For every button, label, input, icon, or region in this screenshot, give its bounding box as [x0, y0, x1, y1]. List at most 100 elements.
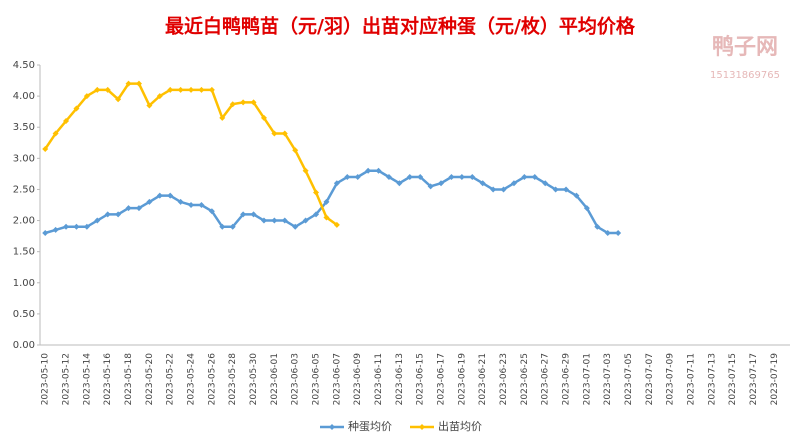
point	[156, 93, 163, 100]
point	[521, 174, 528, 180]
x-tick-label: 2023-07-17	[749, 353, 759, 405]
x-tick-label: 2023-07-19	[770, 353, 780, 406]
point	[417, 174, 424, 180]
point	[563, 186, 570, 193]
y-tick-label: 4.50	[13, 60, 35, 71]
y-tick-label: 3.00	[13, 153, 35, 164]
point	[125, 205, 132, 212]
x-tick-label: 2023-07-15	[728, 353, 738, 405]
point	[260, 217, 267, 224]
point	[198, 86, 205, 93]
point	[94, 217, 101, 224]
x-tick-label: 2023-06-11	[374, 353, 384, 405]
point	[73, 105, 80, 112]
point	[500, 186, 507, 193]
x-tick-label: 2023-05-14	[82, 353, 92, 406]
point	[333, 180, 340, 187]
point	[302, 217, 309, 224]
x-tick-label: 2023-06-07	[332, 353, 342, 405]
x-tick-label: 2023-05-18	[124, 353, 134, 406]
point	[42, 230, 49, 236]
point	[167, 192, 174, 199]
point	[313, 189, 320, 196]
x-tick-label: 2023-06-27	[541, 353, 551, 405]
x-tick-label: 2023-06-19	[457, 353, 467, 406]
x-tick-label: 2023-05-26	[207, 353, 217, 406]
point	[458, 174, 465, 180]
point	[63, 118, 70, 124]
x-tick-label: 2023-06-29	[562, 353, 572, 406]
x-tick-label: 2023-06-17	[437, 353, 447, 405]
point	[281, 130, 288, 137]
point	[177, 86, 184, 93]
point	[135, 205, 142, 212]
point	[292, 223, 299, 230]
point	[438, 180, 445, 187]
point	[354, 174, 361, 180]
point	[42, 146, 49, 152]
point	[427, 183, 434, 190]
point	[490, 186, 497, 193]
x-tick-label: 2023-07-03	[603, 353, 613, 405]
point	[604, 230, 611, 236]
point	[552, 186, 559, 193]
x-tick-label: 2023-07-07	[645, 353, 655, 405]
point	[240, 99, 247, 106]
x-tick-label: 2023-07-09	[666, 353, 676, 406]
point	[250, 211, 257, 218]
y-tick-label: 1.50	[13, 247, 35, 258]
y-tick-label: 0.50	[13, 309, 35, 320]
point	[479, 180, 486, 187]
point	[229, 101, 236, 108]
point	[52, 130, 59, 137]
point	[146, 198, 153, 205]
x-tick-label: 2023-05-12	[62, 353, 72, 405]
point	[83, 223, 90, 230]
point	[250, 99, 257, 106]
y-tick-label: 2.50	[13, 184, 35, 195]
point	[281, 217, 288, 224]
y-tick-label: 0.00	[13, 340, 35, 351]
point	[615, 230, 622, 236]
watermark-phone: 15131869765	[710, 70, 780, 81]
point	[271, 130, 278, 137]
point	[63, 223, 70, 230]
point	[73, 223, 80, 230]
point	[94, 86, 101, 93]
x-tick-label: 2023-05-30	[249, 353, 259, 406]
legend-marker	[329, 424, 335, 430]
point	[260, 114, 267, 121]
watermark: 鸭子网	[712, 34, 778, 60]
legend-label: 出苗均价	[438, 419, 482, 433]
point	[323, 198, 330, 205]
point	[219, 114, 226, 121]
x-tick-label: 2023-06-05	[312, 353, 322, 405]
x-tick-label: 2023-06-21	[478, 353, 488, 405]
point	[406, 174, 413, 180]
point	[271, 217, 278, 224]
point	[188, 202, 195, 208]
x-tick-label: 2023-06-15	[416, 353, 426, 405]
point	[104, 211, 111, 218]
x-tick-label: 2023-05-28	[228, 353, 238, 406]
point	[333, 221, 340, 228]
x-tick-label: 2023-07-11	[687, 353, 697, 405]
point	[385, 174, 392, 180]
x-tick-label: 2023-06-09	[353, 353, 363, 406]
point	[219, 223, 226, 230]
point	[573, 192, 580, 199]
legend-label: 种蛋均价	[348, 419, 392, 433]
chart-title: 最近白鸭鸭苗（元/羽）出苗对应种蛋（元/枚）平均价格	[165, 15, 636, 38]
x-tick-label: 2023-06-03	[291, 353, 301, 405]
point	[510, 180, 517, 187]
point	[583, 205, 590, 212]
point	[167, 86, 174, 93]
x-tick-label: 2023-05-22	[166, 353, 176, 405]
point	[469, 174, 476, 180]
point	[375, 167, 382, 174]
x-tick-label: 2023-06-25	[520, 353, 530, 405]
point	[177, 198, 184, 205]
point	[156, 192, 163, 199]
point	[594, 223, 601, 230]
